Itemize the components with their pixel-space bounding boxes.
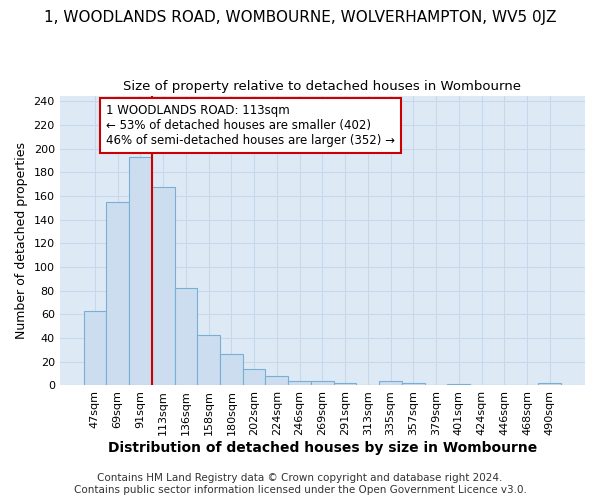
Bar xyxy=(402,383,425,386)
Bar xyxy=(379,380,402,386)
Bar xyxy=(448,384,470,386)
Y-axis label: Number of detached properties: Number of detached properties xyxy=(15,142,28,339)
Text: Contains HM Land Registry data © Crown copyright and database right 2024.
Contai: Contains HM Land Registry data © Crown c… xyxy=(74,474,526,495)
Bar xyxy=(83,311,106,386)
Bar xyxy=(175,288,197,386)
Bar xyxy=(311,380,334,386)
Bar xyxy=(265,376,288,386)
Bar xyxy=(538,383,561,386)
Text: 1, WOODLANDS ROAD, WOMBOURNE, WOLVERHAMPTON, WV5 0JZ: 1, WOODLANDS ROAD, WOMBOURNE, WOLVERHAMP… xyxy=(44,10,556,25)
Bar xyxy=(220,354,243,386)
Bar xyxy=(129,157,152,386)
Bar xyxy=(288,380,311,386)
Text: 1 WOODLANDS ROAD: 113sqm
← 53% of detached houses are smaller (402)
46% of semi-: 1 WOODLANDS ROAD: 113sqm ← 53% of detach… xyxy=(106,104,395,147)
Bar xyxy=(197,334,220,386)
Bar xyxy=(334,383,356,386)
Bar xyxy=(152,186,175,386)
Bar xyxy=(106,202,129,386)
Bar xyxy=(243,369,265,386)
X-axis label: Distribution of detached houses by size in Wombourne: Distribution of detached houses by size … xyxy=(108,441,537,455)
Title: Size of property relative to detached houses in Wombourne: Size of property relative to detached ho… xyxy=(124,80,521,93)
